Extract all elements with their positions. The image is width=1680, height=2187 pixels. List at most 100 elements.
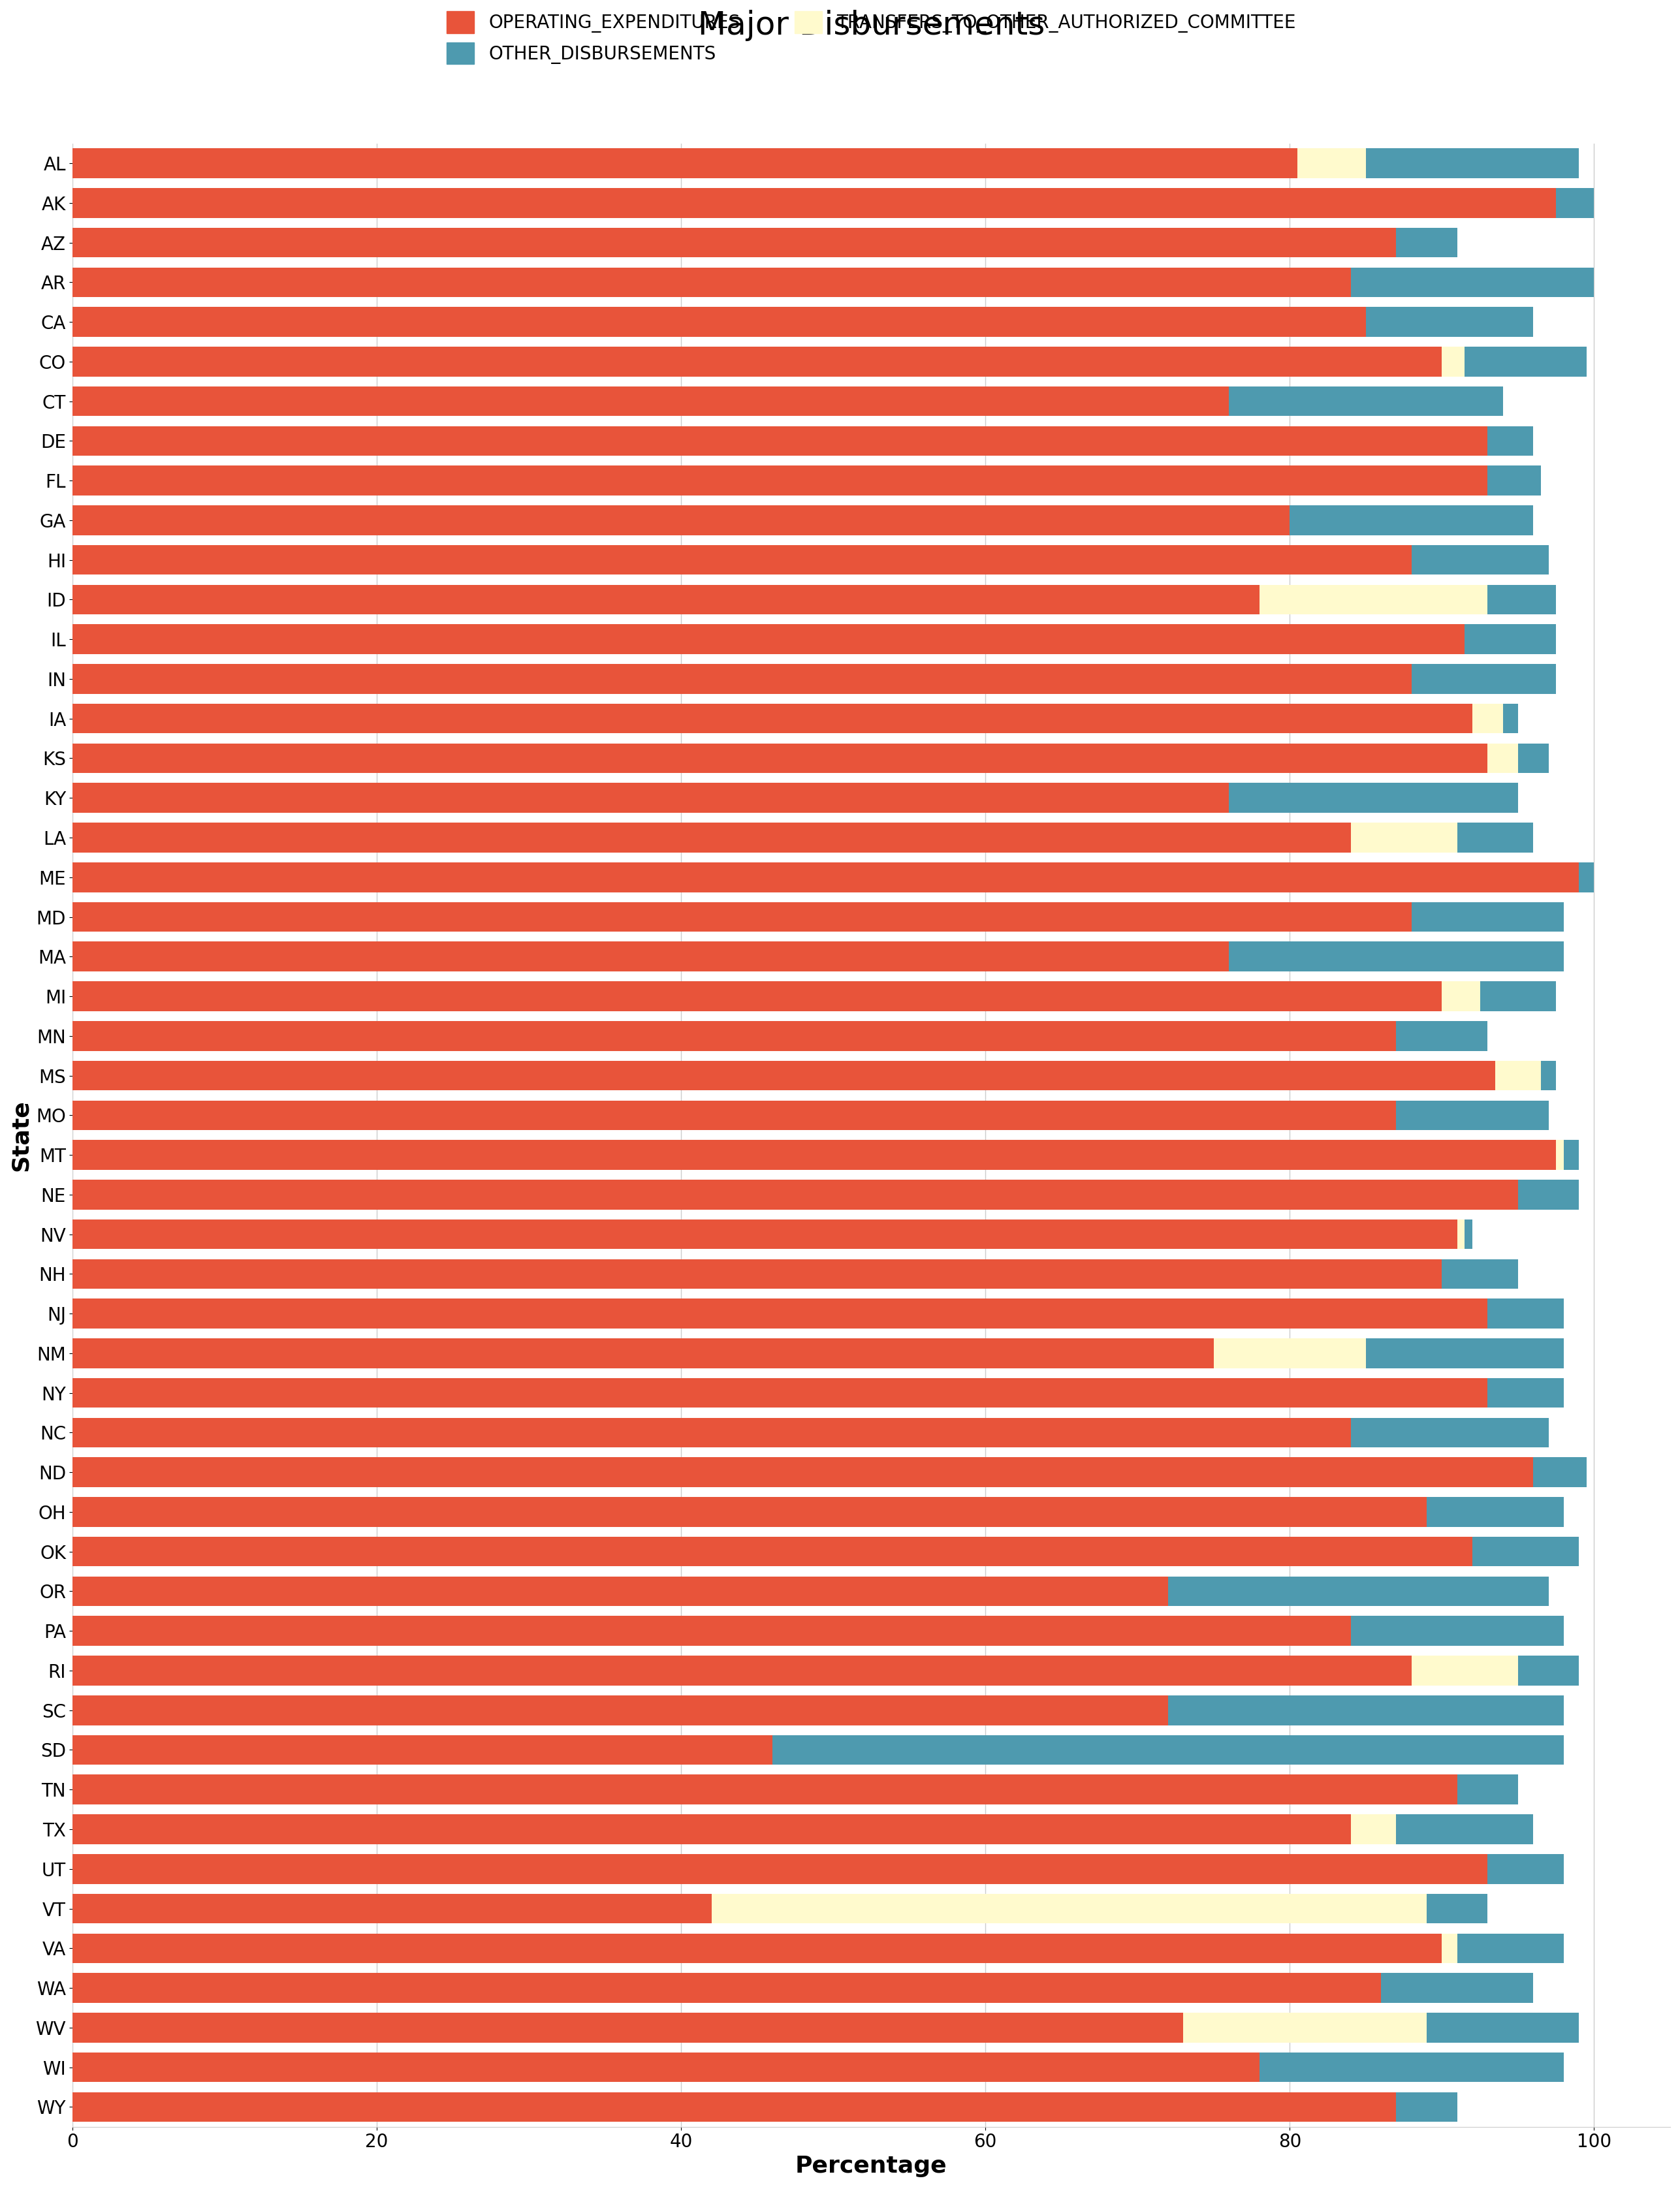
Bar bbox=[1480, 982, 1556, 1010]
Bar bbox=[1260, 584, 1487, 615]
Bar bbox=[1366, 149, 1579, 177]
Bar bbox=[72, 1417, 1351, 1448]
Bar bbox=[72, 188, 1556, 219]
Bar bbox=[1396, 227, 1457, 258]
Bar bbox=[72, 505, 1290, 536]
Bar bbox=[1441, 982, 1480, 1010]
Bar bbox=[1457, 822, 1534, 853]
Bar bbox=[72, 1656, 1411, 1686]
Bar bbox=[1441, 1933, 1457, 1964]
Bar bbox=[72, 1299, 1487, 1328]
Bar bbox=[72, 744, 1487, 774]
Bar bbox=[72, 1577, 1168, 1605]
Bar bbox=[1465, 348, 1586, 376]
Bar bbox=[72, 2051, 1260, 2082]
Bar bbox=[1487, 426, 1534, 455]
Bar bbox=[1351, 1815, 1396, 1844]
Bar bbox=[72, 227, 1396, 258]
X-axis label: Percentage: Percentage bbox=[795, 2154, 948, 2178]
Bar bbox=[72, 901, 1411, 932]
Bar bbox=[72, 545, 1411, 575]
Bar bbox=[773, 1734, 1564, 1765]
Bar bbox=[1426, 2012, 1579, 2043]
Bar bbox=[1297, 149, 1366, 177]
Bar bbox=[1487, 1855, 1564, 1883]
Bar bbox=[72, 1100, 1396, 1131]
Bar bbox=[1351, 822, 1457, 853]
Bar bbox=[1183, 2012, 1426, 2043]
Bar bbox=[72, 466, 1487, 496]
Y-axis label: State: State bbox=[10, 1100, 32, 1170]
Bar bbox=[1457, 1774, 1519, 1804]
Bar bbox=[1426, 1498, 1564, 1527]
Bar bbox=[1472, 704, 1504, 733]
Bar bbox=[1426, 1894, 1487, 1922]
Bar bbox=[1487, 1378, 1564, 1408]
Bar bbox=[72, 1774, 1457, 1804]
Bar bbox=[72, 1933, 1441, 1964]
Bar bbox=[72, 1220, 1457, 1249]
Bar bbox=[1381, 1973, 1534, 2003]
Bar bbox=[1457, 1933, 1564, 1964]
Bar bbox=[1213, 1338, 1366, 1369]
Bar bbox=[1579, 862, 1594, 892]
Bar bbox=[1465, 1220, 1472, 1249]
Bar bbox=[1441, 348, 1465, 376]
Bar bbox=[1465, 623, 1556, 654]
Bar bbox=[72, 1695, 1168, 1726]
Bar bbox=[72, 1894, 712, 1922]
Bar bbox=[1556, 1139, 1564, 1170]
Bar bbox=[1228, 387, 1504, 416]
Bar bbox=[72, 822, 1351, 853]
Bar bbox=[72, 2012, 1183, 2043]
Bar bbox=[1457, 1220, 1465, 1249]
Bar bbox=[1487, 1299, 1564, 1328]
Bar bbox=[72, 149, 1297, 177]
Bar bbox=[72, 1457, 1534, 1487]
Bar bbox=[1228, 943, 1564, 971]
Bar bbox=[1472, 1537, 1579, 1566]
Bar bbox=[72, 1338, 1213, 1369]
Bar bbox=[72, 1973, 1381, 2003]
Bar bbox=[1411, 901, 1564, 932]
Bar bbox=[1519, 1656, 1579, 1686]
Bar bbox=[1168, 1577, 1549, 1605]
Bar bbox=[1411, 665, 1556, 693]
Bar bbox=[1556, 188, 1594, 219]
Bar bbox=[1351, 267, 1594, 297]
Bar bbox=[1411, 545, 1549, 575]
Bar bbox=[72, 1260, 1441, 1288]
Bar bbox=[72, 267, 1351, 297]
Bar bbox=[1487, 584, 1556, 615]
Bar bbox=[1495, 1061, 1541, 1091]
Bar bbox=[72, 1378, 1487, 1408]
Bar bbox=[1487, 466, 1541, 496]
Bar bbox=[72, 1061, 1495, 1091]
Bar bbox=[1519, 744, 1549, 774]
Bar bbox=[1534, 1457, 1586, 1487]
Bar bbox=[72, 387, 1228, 416]
Bar bbox=[72, 2093, 1396, 2121]
Bar bbox=[72, 623, 1465, 654]
Bar bbox=[1351, 1616, 1564, 1647]
Bar bbox=[72, 1537, 1472, 1566]
Bar bbox=[72, 862, 1579, 892]
Bar bbox=[72, 982, 1441, 1010]
Title: Major Disbursements: Major Disbursements bbox=[697, 9, 1045, 42]
Bar bbox=[1396, 1100, 1549, 1131]
Bar bbox=[72, 1021, 1396, 1050]
Bar bbox=[1290, 505, 1534, 536]
Bar bbox=[1260, 2051, 1564, 2082]
Bar bbox=[72, 306, 1366, 337]
Bar bbox=[72, 348, 1441, 376]
Bar bbox=[72, 665, 1411, 693]
Bar bbox=[1396, 2093, 1457, 2121]
Bar bbox=[72, 783, 1228, 814]
Bar bbox=[72, 584, 1260, 615]
Bar bbox=[712, 1894, 1426, 1922]
Bar bbox=[1441, 1260, 1519, 1288]
Bar bbox=[1504, 704, 1519, 733]
Bar bbox=[72, 1616, 1351, 1647]
Bar bbox=[72, 426, 1487, 455]
Bar bbox=[1366, 306, 1534, 337]
